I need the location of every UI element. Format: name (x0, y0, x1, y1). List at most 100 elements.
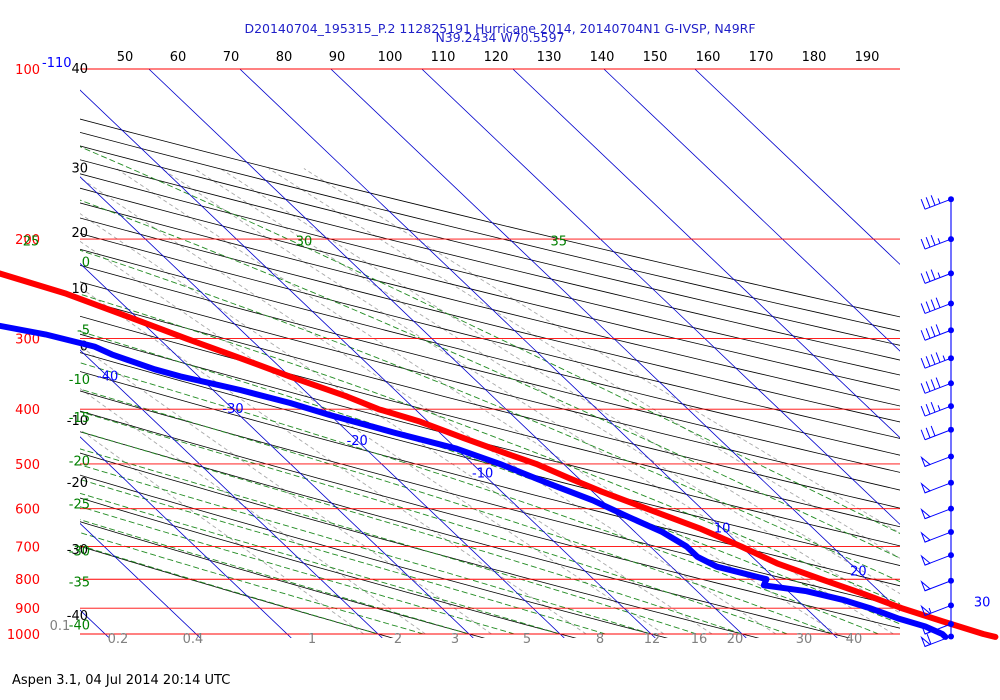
theta-left-label: 20 (71, 226, 88, 241)
chart-subtitle: N39.2434 W70.5597 (435, 30, 565, 45)
thetae-left-label: -10 (69, 373, 90, 388)
mixing-ratio-label: 0.1 (50, 619, 71, 634)
mixing-ratio-label: 30 (796, 632, 813, 647)
theta-top-label: 170 (749, 50, 774, 65)
thetae-left-label: -30 (69, 545, 90, 560)
wind-barb (920, 453, 954, 468)
isotherm (148, 69, 747, 638)
dry-adiabat (80, 371, 900, 587)
pressure-tick-label: 100 (15, 63, 40, 78)
dry-adiabat (80, 233, 900, 439)
mixing-ratio-line (80, 345, 492, 635)
temperature-tick-label: -30 (222, 402, 243, 417)
theta-top-label: 180 (802, 50, 827, 65)
temperature-tick-label: 30 (974, 596, 991, 611)
isotherm (80, 176, 565, 638)
theta-top-label: 60 (170, 50, 187, 65)
theta-top-label: 80 (276, 50, 293, 65)
theta-top-label: 100 (378, 50, 403, 65)
mixing-ratio-label: 20 (727, 632, 744, 647)
mixing-ratio-label: 3 (451, 632, 459, 647)
dry-adiabat (80, 118, 900, 318)
theta-top-label: 190 (855, 50, 880, 65)
grid-lines (80, 69, 900, 638)
mixing-ratio-line (303, 168, 900, 534)
moist-adiabat (80, 492, 561, 635)
temperature-tick-label: -110 (42, 56, 72, 71)
theta-left-label: -40 (67, 609, 88, 624)
dry-adiabat (80, 145, 900, 346)
thetae-left-label: -25 (69, 498, 90, 513)
chart-title: D20140704_195315_P.2 112825191 Hurricane… (244, 21, 756, 36)
dry-adiabat (80, 187, 900, 391)
dry-adiabat (80, 315, 900, 528)
mixing-ratio-label: 0.4 (183, 632, 204, 647)
temperature-tick-label: 20 (850, 564, 867, 579)
theta-top-label: 160 (696, 50, 721, 65)
theta-left-label: -30 (67, 543, 88, 558)
thetae-left-label: -20 (69, 454, 90, 469)
dry-adiabat (80, 217, 900, 423)
thetae-label: 35 (550, 235, 567, 250)
mixing-ratio-label: 5 (523, 632, 531, 647)
theta-left-label: -10 (67, 414, 88, 429)
wind-barb (920, 402, 954, 417)
mixing-ratio-line (80, 240, 665, 635)
moist-adiabat (80, 478, 606, 635)
wind-barb (920, 479, 954, 494)
pressure-tick-label: 700 (15, 540, 40, 555)
moist-adiabat (80, 293, 900, 605)
dry-adiabat (80, 248, 900, 456)
moist-adiabat (80, 545, 379, 635)
theta-left-label: 40 (71, 62, 88, 77)
wind-barb (920, 269, 954, 284)
mixing-ratio-line (80, 388, 426, 635)
wind-barb (920, 577, 954, 592)
dry-adiabat (80, 521, 486, 638)
dry-adiabat (80, 474, 668, 638)
theta-left-label: -20 (67, 476, 88, 491)
theta-left-label: 30 (71, 161, 88, 176)
mixing-ratio-line (80, 213, 713, 635)
thetae-left-label: -35 (69, 575, 90, 590)
isotherm (421, 69, 900, 525)
pressure-tick-label: 900 (15, 602, 40, 617)
wind-barb (920, 377, 954, 394)
mixing-ratio-label: 1 (308, 632, 316, 647)
theta-top-label: 130 (537, 50, 562, 65)
theta-left-label: 10 (71, 282, 88, 297)
isotherm (603, 69, 900, 352)
dry-adiabat (80, 410, 900, 629)
mixing-ratio-line (268, 168, 900, 559)
wind-barb (920, 620, 954, 635)
mixing-ratio-label: 2 (394, 632, 402, 647)
moist-adiabat (80, 448, 697, 635)
moist-adiabat (80, 249, 900, 583)
thetae-label: 30 (296, 235, 313, 250)
thetae-left-label: 0 (82, 255, 90, 270)
temperature-tick-label: 10 (714, 521, 731, 536)
isotherm (80, 436, 292, 638)
wind-barb (920, 235, 954, 250)
isotherm (80, 262, 474, 638)
mixing-ratio-label: 12 (644, 632, 661, 647)
pressure-tick-label: 1000 (7, 628, 40, 643)
thetae-left-label: -5 (77, 323, 90, 338)
isotherm (694, 69, 900, 265)
thetae-left-label: -15 (69, 411, 90, 426)
wind-barb (920, 352, 954, 369)
footer-version-timestamp: Aspen 3.1, 04 Jul 2014 20:14 UTC (12, 673, 231, 688)
wind-barb (920, 297, 954, 314)
theta-top-label: 110 (431, 50, 456, 65)
dry-adiabat (80, 173, 900, 376)
dry-adiabat (80, 264, 900, 473)
moist-adiabat (80, 362, 879, 635)
isotherm (80, 522, 201, 638)
dry-adiabat (80, 281, 900, 491)
mixing-ratio-label: 16 (691, 632, 708, 647)
moist-adiabat (80, 430, 743, 635)
mixing-ratio-line (80, 428, 365, 635)
wind-barb (920, 324, 954, 341)
pressure-tick-label: 400 (15, 403, 40, 418)
temperature-tick-label: -10 (472, 467, 493, 482)
